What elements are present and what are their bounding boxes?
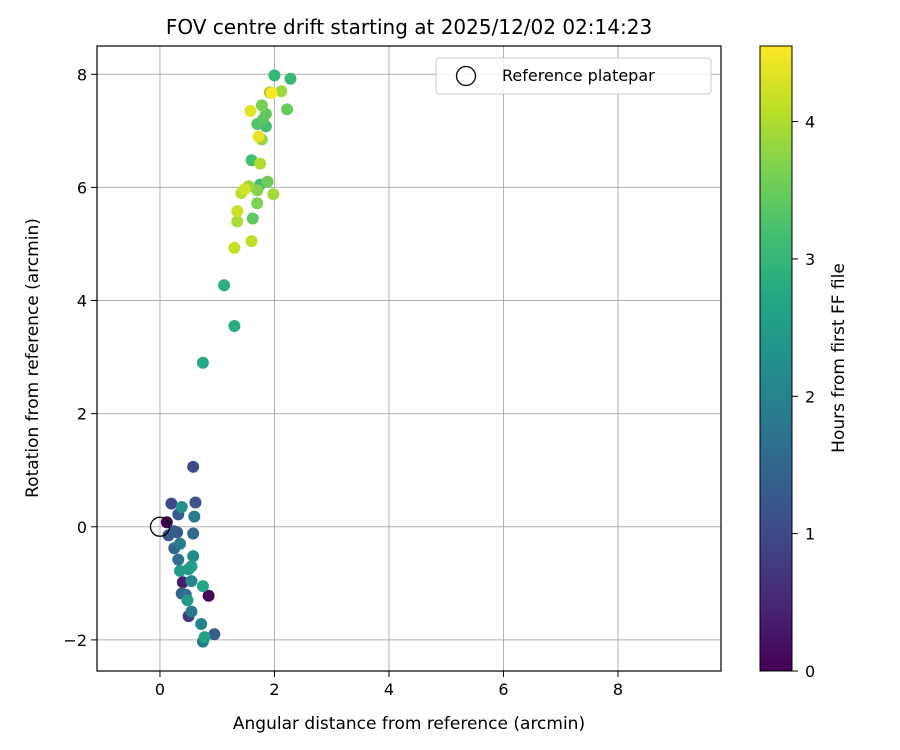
data-point: [238, 183, 251, 196]
y-tick-label: 0: [77, 518, 87, 537]
colorbar-ticks: 0 1 2 3 4: [792, 113, 815, 681]
data-point: [195, 618, 208, 631]
data-point: [254, 157, 267, 170]
data-point: [252, 130, 265, 143]
colorbar-tick-label: 1: [805, 525, 815, 544]
legend: Reference platepar: [435, 57, 712, 95]
data-point: [187, 527, 200, 540]
data-point: [185, 605, 198, 618]
data-point: [284, 72, 297, 85]
data-point: [202, 589, 215, 602]
data-point: [231, 205, 244, 218]
data-point: [265, 86, 278, 99]
data-point: [181, 594, 194, 607]
legend-box: [435, 57, 712, 95]
data-point: [255, 99, 268, 112]
data-point: [165, 497, 178, 510]
data-point: [228, 319, 241, 332]
data-point: [189, 496, 202, 509]
data-point: [267, 188, 280, 201]
data-point: [174, 537, 187, 550]
data-point: [208, 628, 221, 641]
data-point: [244, 105, 257, 118]
data-point: [185, 575, 198, 588]
data-point: [168, 525, 181, 538]
colorbar: 0 1 2 3 4 Hours from first FF file: [759, 45, 849, 681]
y-axis-label: Rotation from reference (arcmin): [23, 218, 43, 498]
data-point: [187, 550, 200, 563]
data-points: [149, 69, 297, 648]
data-point: [228, 241, 241, 254]
data-point: [198, 631, 211, 644]
x-tick-label: 8: [613, 680, 623, 699]
y-tick-label: 8: [77, 65, 87, 84]
colorbar-tick-label: 2: [805, 387, 815, 406]
reference-platepar-marker: [149, 516, 171, 537]
data-point: [275, 85, 288, 98]
chart-title: FOV centre drift starting at 2025/12/02 …: [166, 15, 652, 39]
data-point: [251, 197, 264, 210]
data-point: [261, 175, 274, 188]
data-point: [172, 553, 185, 566]
data-point: [188, 510, 201, 523]
x-axis-ticks: 0 2 4 6 8: [155, 671, 623, 699]
legend-label: Reference platepar: [502, 66, 655, 85]
y-tick-label: 6: [77, 178, 87, 197]
colorbar-label: Hours from first FF file: [829, 263, 849, 453]
data-point: [187, 460, 200, 473]
x-tick-label: 4: [384, 680, 394, 699]
y-axis-ticks: −2 0 2 4 6 8: [63, 65, 97, 650]
colorbar-gradient: [759, 45, 793, 672]
y-tick-label: 2: [77, 405, 87, 424]
x-axis-label: Angular distance from reference (arcmin): [233, 714, 585, 734]
x-tick-label: 6: [498, 680, 508, 699]
data-point: [185, 560, 198, 573]
y-tick-label: 4: [77, 292, 87, 311]
data-point: [174, 564, 187, 577]
data-point: [231, 215, 244, 228]
plot-frame: [96, 45, 722, 672]
data-point: [218, 279, 231, 292]
colorbar-tick-label: 0: [805, 662, 815, 681]
data-point: [246, 212, 259, 225]
legend-marker-icon: [455, 65, 477, 87]
data-point: [196, 580, 209, 593]
data-point: [175, 500, 188, 513]
x-tick-label: 2: [269, 680, 279, 699]
colorbar-tick-label: 3: [805, 250, 815, 269]
data-point: [196, 356, 209, 369]
data-point: [245, 235, 258, 248]
data-point: [281, 103, 294, 116]
x-tick-label: 0: [155, 680, 165, 699]
colorbar-tick-label: 4: [805, 113, 815, 132]
y-tick-label: −2: [63, 631, 87, 650]
data-point: [268, 69, 281, 82]
